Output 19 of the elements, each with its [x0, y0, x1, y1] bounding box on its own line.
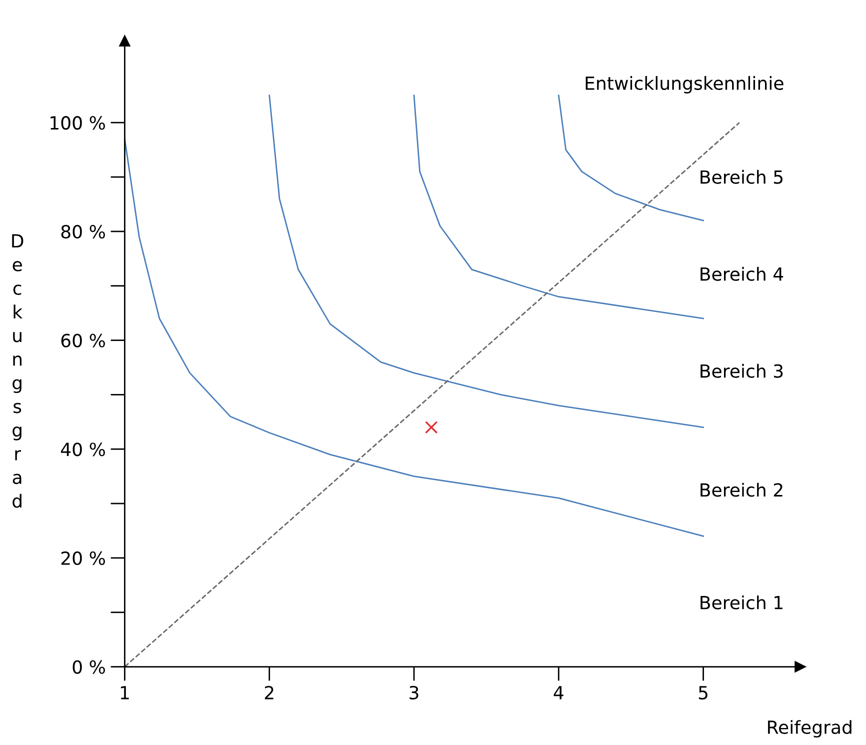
x-axis-title: Reifegrad [768, 720, 852, 738]
annotation: Bereich 5 [700, 170, 783, 184]
x-tick-label: 3 [410, 686, 418, 700]
y-tick-label: 80 % [61, 224, 105, 239]
annotation: Bereich 3 [700, 364, 783, 378]
annotation: Bereich 2 [700, 482, 782, 497]
annotation: Bereich 4 [700, 266, 784, 281]
x-tick-label: 4 [554, 686, 564, 700]
x-tick-label: 1 [120, 686, 129, 700]
y-tick-label: 40 % [60, 442, 105, 456]
text: Deckungsgrad [12, 234, 24, 508]
y-tick-label: 0 % [72, 660, 105, 674]
y-tick-label: 100 % [50, 116, 105, 130]
y-tick-label: 20 % [61, 551, 105, 566]
x-tick-label: 5 [698, 686, 708, 700]
x-tick-label: 2 [264, 686, 274, 700]
y-tick-label: 60 % [61, 334, 105, 348]
annotation: Entwicklungskennlinie [586, 76, 784, 94]
annotation: Bereich 1 [700, 595, 782, 610]
